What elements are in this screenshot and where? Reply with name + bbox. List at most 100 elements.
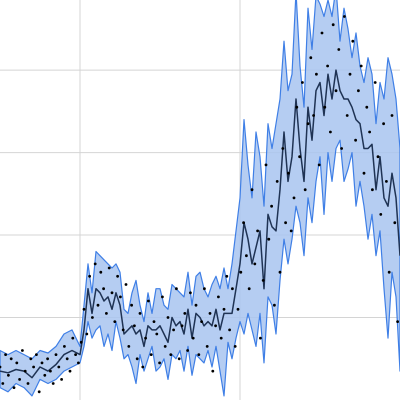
sample-point: [393, 221, 397, 225]
sample-point: [71, 336, 75, 340]
sample-point: [239, 270, 243, 274]
sample-point: [275, 180, 279, 183]
sample-point: [141, 365, 145, 369]
sample-point: [99, 270, 103, 274]
sample-point: [365, 105, 369, 109]
sample-point: [292, 196, 296, 200]
sample-point: [183, 312, 187, 315]
sample-point: [127, 345, 131, 348]
sample-point: [1, 382, 5, 385]
sample-point: [155, 332, 159, 336]
sample-point: [6, 373, 10, 377]
sample-point: [15, 361, 19, 365]
sample-point: [77, 361, 80, 365]
sample-point: [110, 291, 114, 295]
sample-point: [373, 81, 377, 84]
sample-point: [197, 353, 201, 356]
sample-point: [105, 312, 108, 315]
sample-point: [250, 188, 254, 192]
sample-point: [37, 390, 41, 394]
sample-point: [40, 361, 44, 365]
sample-point: [96, 303, 100, 307]
sample-point: [49, 369, 52, 373]
sample-point: [231, 287, 234, 291]
sample-point: [387, 270, 391, 274]
sample-point: [278, 270, 282, 274]
sample-point: [163, 345, 167, 348]
sample-point: [264, 163, 268, 167]
sample-point: [116, 274, 119, 278]
sample-point: [54, 353, 58, 356]
sample-point: [362, 171, 366, 175]
sample-point: [256, 229, 259, 233]
sample-point: [205, 345, 209, 348]
sample-point: [172, 328, 176, 332]
sample-point: [273, 303, 276, 307]
sample-point: [371, 188, 374, 192]
sample-point: [331, 23, 335, 27]
sample-point: [385, 180, 388, 183]
sample-point: [222, 307, 226, 311]
sample-point: [376, 155, 380, 159]
sample-point: [217, 295, 220, 299]
sample-point: [63, 345, 66, 348]
sample-point: [152, 320, 156, 323]
sample-point: [35, 353, 38, 356]
sample-point: [357, 89, 360, 93]
sample-point: [147, 299, 150, 303]
sample-point: [359, 64, 363, 68]
sample-point: [337, 48, 341, 51]
sample-point: [194, 303, 198, 307]
sample-point: [85, 332, 89, 336]
sample-point: [144, 336, 148, 340]
sample-point: [119, 295, 122, 299]
sample-point: [186, 349, 190, 352]
sample-point: [130, 303, 134, 307]
sample-point: [102, 287, 105, 291]
sample-point: [368, 130, 371, 134]
sample-point: [82, 307, 86, 311]
sample-point: [23, 369, 27, 373]
sample-point: [65, 357, 69, 361]
sample-point: [74, 353, 77, 356]
sample-point: [135, 357, 139, 361]
sample-point: [295, 105, 299, 109]
sample-point: [267, 237, 271, 241]
sample-point: [124, 283, 128, 286]
sample-point: [79, 340, 83, 344]
sample-point: [113, 320, 117, 323]
sample-point: [214, 324, 218, 328]
sample-point: [133, 324, 136, 328]
sample-point: [289, 229, 293, 233]
sample-point: [323, 105, 327, 109]
sample-point: [29, 357, 33, 361]
sample-point: [242, 221, 246, 225]
sample-point: [253, 262, 257, 266]
sample-point: [26, 382, 30, 385]
sample-point: [284, 221, 287, 225]
sample-point: [247, 287, 251, 291]
sample-point: [309, 56, 313, 60]
sample-point: [225, 274, 229, 278]
sample-point: [379, 213, 383, 216]
sample-point: [51, 382, 55, 385]
sample-point: [281, 147, 285, 150]
sample-point: [121, 328, 125, 332]
sample-point: [68, 369, 72, 373]
sample-point: [46, 357, 49, 361]
sample-point: [219, 336, 223, 340]
sample-point: [354, 138, 357, 142]
sample-point: [287, 171, 290, 175]
sample-point: [345, 114, 349, 117]
sample-point: [340, 147, 343, 150]
sample-point: [245, 254, 248, 258]
sample-point: [32, 365, 35, 369]
sample-point: [382, 122, 385, 126]
sample-point: [259, 336, 262, 340]
sample-point: [18, 378, 21, 381]
mean-line: [0, 69, 400, 379]
sample-point: [91, 316, 94, 319]
sample-point: [177, 357, 181, 361]
sample-point: [233, 345, 237, 348]
